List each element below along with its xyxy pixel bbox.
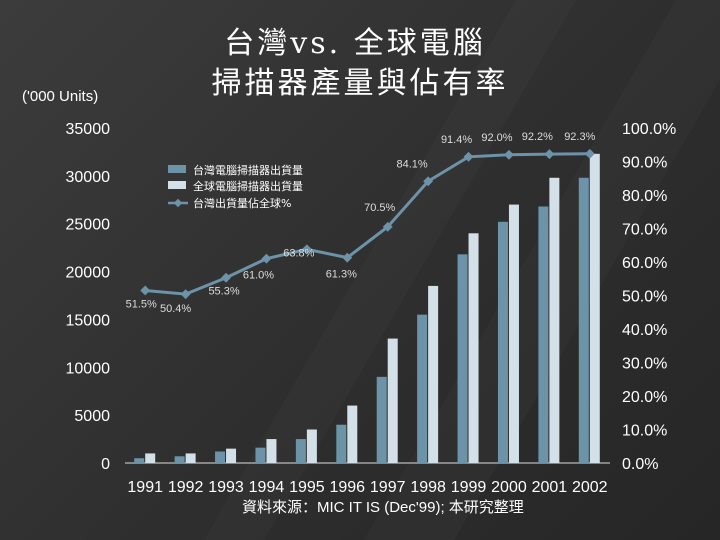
x-tick-label: 2002 (572, 479, 608, 496)
share-point (301, 244, 312, 255)
y-right-tick-label: 60.0% (622, 255, 667, 272)
chart-bars (134, 153, 600, 464)
bar-global (589, 153, 600, 464)
share-point-label: 55.3% (208, 286, 239, 298)
share-point-label: 61.3% (326, 269, 357, 281)
bar-taiwan (538, 206, 549, 463)
chart-axes: 0 5000 10000 15000 20000 25000 30000 35000 0.0% 1… (66, 121, 677, 496)
slide-title-line2: 掃描器產量與佔有率 (211, 66, 509, 101)
y-right-tick-label: 50.0% (622, 289, 667, 306)
chart-line (140, 148, 595, 300)
y-left-tick-label: 25000 (66, 217, 111, 234)
x-tick-label: 2000 (491, 479, 527, 496)
bar-global (428, 285, 439, 463)
share-point-label: 51.5% (126, 298, 157, 310)
bar-global (226, 448, 237, 463)
bar-global (347, 405, 358, 463)
x-tick-label: 1992 (168, 479, 204, 496)
y-right-tick-label: 70.0% (622, 222, 667, 239)
share-point (382, 221, 393, 232)
legend-swatch (168, 181, 186, 189)
slide-title-line1: 台灣vs. 全球電腦 (224, 26, 486, 61)
x-tick-label: 1996 (329, 479, 365, 496)
y-left-tick-label: 5000 (74, 408, 110, 425)
share-point (504, 149, 514, 160)
legend-entry: 台灣電腦掃描器出貨量 (193, 163, 303, 177)
chart-labels: 51.5% 50.4% 55.3% 61.0% 63.8% 61.3% 70.5% 84.1%… (126, 131, 596, 315)
source-note: 資料來源：MIC IT IS (Dec'99); 本研究整理 (242, 499, 524, 516)
y-left-tick-label: 20000 (66, 265, 111, 282)
legend-swatch (168, 165, 186, 173)
x-tick-label: 2001 (532, 479, 568, 496)
x-tick-label: 1991 (127, 479, 163, 496)
share-point (544, 149, 555, 160)
bar-taiwan (376, 376, 387, 463)
bar-taiwan (174, 456, 185, 463)
bar-global (387, 338, 398, 463)
share-point (261, 253, 272, 264)
share-point (584, 148, 595, 159)
bar-global (468, 233, 479, 463)
y-right-tick-label: 100.0% (622, 121, 676, 138)
bar-global (549, 177, 560, 463)
y-left-tick-label: 35000 (66, 121, 111, 138)
bar-taiwan (295, 439, 306, 463)
legend-entry: 台灣出貨量佔全球% (193, 196, 291, 210)
y-right-tick-label: 80.0% (622, 188, 667, 205)
bar-taiwan (457, 254, 468, 463)
x-tick-label: 1997 (370, 479, 406, 496)
bar-global (185, 453, 196, 463)
share-point-label: 92.0% (481, 132, 512, 144)
share-point-label: 91.4% (441, 134, 472, 146)
share-point-label: 61.0% (243, 270, 274, 282)
y-right-tick-label: 40.0% (622, 322, 667, 339)
bar-global (508, 204, 519, 464)
y-right-tick-label: 20.0% (622, 389, 667, 406)
bar-taiwan (417, 314, 428, 463)
x-tick-label: 1995 (289, 479, 325, 496)
x-tick-label: 1999 (451, 479, 487, 496)
bar-global (266, 439, 277, 463)
share-point-label: 70.5% (364, 202, 395, 214)
share-point (140, 285, 151, 296)
x-tick-label: 1993 (208, 479, 244, 496)
share-point (180, 289, 191, 300)
share-point-label: 92.3% (564, 131, 595, 143)
share-point-label: 84.1% (397, 158, 428, 170)
bar-taiwan (215, 451, 226, 463)
bar-global (306, 429, 317, 463)
bar-taiwan (497, 221, 508, 463)
bar-global (145, 453, 156, 463)
legend-marker (173, 198, 183, 208)
share-point (342, 252, 353, 263)
share-line (145, 152, 590, 296)
bar-taiwan (578, 177, 589, 463)
share-point (423, 176, 434, 187)
y-left-tick-label: 15000 (66, 312, 111, 329)
y-right-tick-label: 0.0% (622, 456, 658, 473)
share-point-label: 50.4% (160, 303, 191, 315)
share-point (463, 151, 474, 162)
legend-entry: 全球電腦掃描器出貨量 (193, 179, 303, 193)
bar-taiwan (134, 458, 145, 463)
y-right-tick-label: 10.0% (622, 423, 667, 440)
y-left-tick-label: 30000 (66, 169, 111, 186)
y-left-tick-label: 0 (101, 456, 110, 473)
y-left-tick-label: 10000 (66, 360, 111, 377)
y-right-tick-label: 90.0% (622, 155, 667, 172)
bar-taiwan (336, 424, 347, 463)
bar-taiwan (255, 447, 266, 463)
units-label: ('000 Units) (22, 88, 99, 105)
x-tick-label: 1998 (410, 479, 446, 496)
share-point-label: 63.8% (283, 247, 314, 259)
share-point-label: 92.2% (522, 131, 553, 143)
x-tick-label: 1994 (249, 479, 285, 496)
y-right-tick-label: 30.0% (622, 356, 667, 373)
share-point (221, 272, 231, 283)
